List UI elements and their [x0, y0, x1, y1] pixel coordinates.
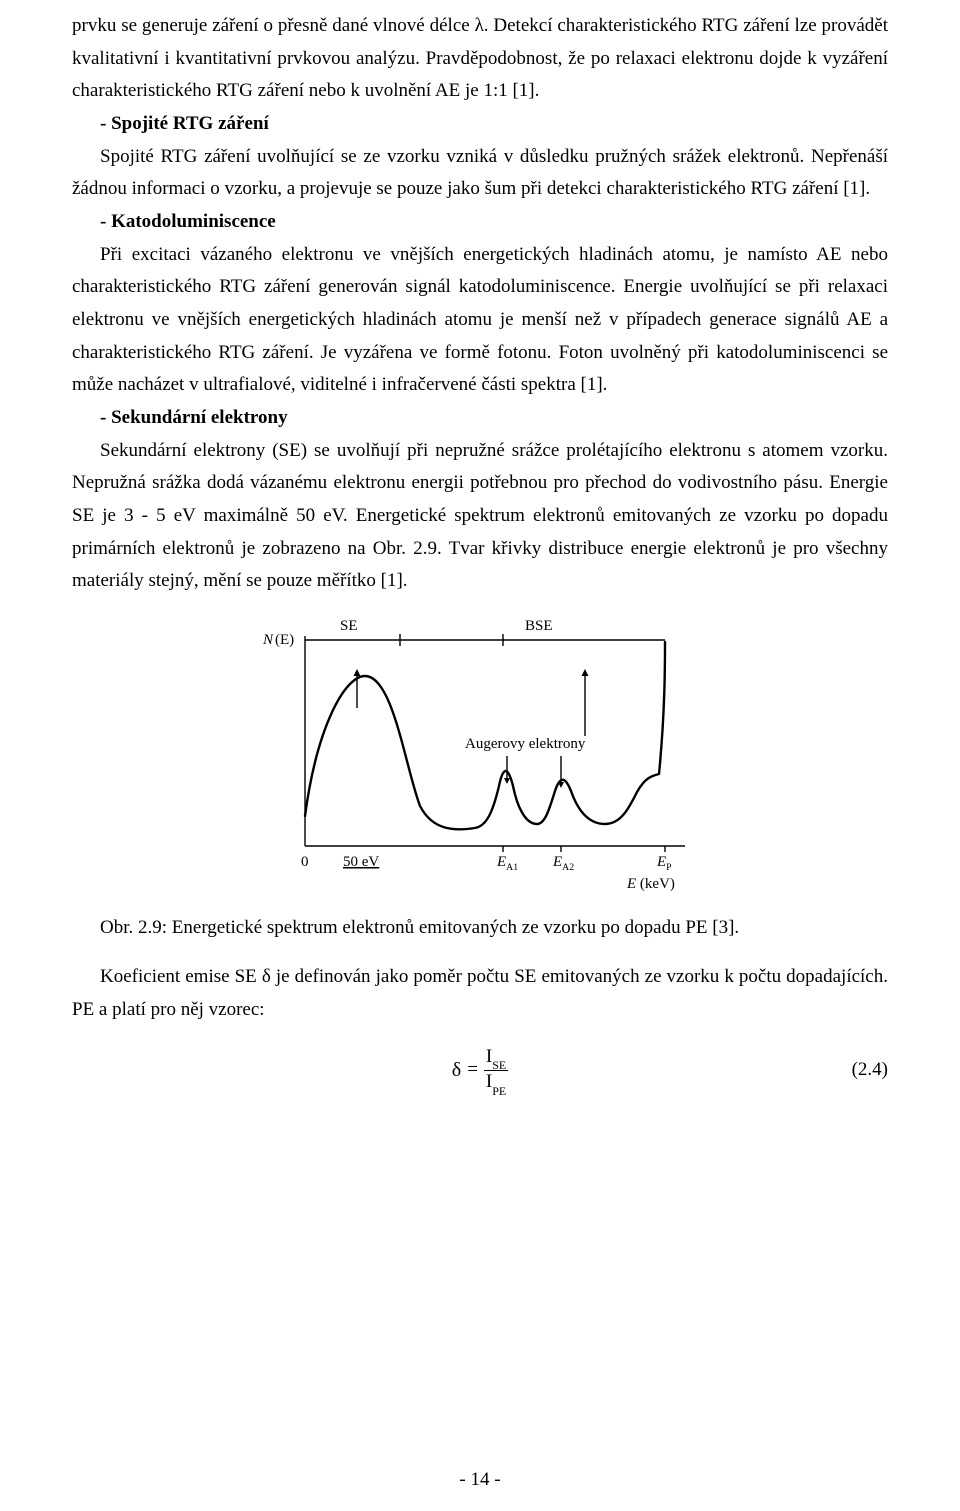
svg-text:BSE: BSE: [525, 618, 553, 634]
formula-fraction: ISE IPE: [484, 1047, 508, 1095]
equation-2-4: δ = ISE IPE: [452, 1047, 509, 1095]
document-page: prvku se generuje záření o přesně dané v…: [0, 0, 960, 1511]
svg-text:0: 0: [301, 854, 309, 870]
formula-lhs: δ: [452, 1059, 461, 1082]
den-sub: PE: [492, 1084, 506, 1098]
svg-text:N: N: [262, 632, 274, 648]
formula-denominator: IPE: [484, 1072, 508, 1094]
paragraph-4: Sekundární elektrony (SE) se uvolňují př…: [72, 435, 888, 598]
num-sub: SE: [492, 1058, 506, 1072]
svg-text:(E): (E): [275, 632, 294, 648]
svg-text:Augerovy elektrony: Augerovy elektrony: [465, 736, 586, 752]
heading-sekundarni-elektrony: - Sekundární elektrony: [72, 402, 888, 435]
formula-eq: =: [467, 1059, 478, 1081]
svg-text:50 eV: 50 eV: [343, 854, 379, 870]
svg-text:EA2: EA2: [552, 854, 574, 873]
paragraph-3: Při excitaci vázaného elektronu ve vnějš…: [72, 239, 888, 402]
figure-energy-spectrum: N (E) SE BSE Augerovy elektrony 0 50 eV EA1 EA2…: [72, 606, 888, 911]
equation-row: δ = ISE IPE (2.4): [72, 1040, 888, 1100]
svg-text:SE: SE: [340, 618, 358, 634]
svg-text:E (keV): E (keV): [626, 876, 675, 892]
svg-text:EP: EP: [656, 854, 672, 873]
formula-numerator: ISE: [484, 1047, 508, 1069]
heading-spojite-rtg: - Spojité RTG záření: [72, 108, 888, 141]
svg-text:EA1: EA1: [496, 854, 518, 873]
heading-katodoluminiscence: - Katodoluminiscence: [72, 206, 888, 239]
page-number: - 14 -: [0, 1469, 960, 1491]
figure-caption: Obr. 2.9: Energetické spektrum elektronů…: [72, 917, 888, 939]
paragraph-5: Koeficient emise SE δ je definován jako …: [72, 961, 888, 1026]
paragraph-2: Spojité RTG záření uvolňující se ze vzor…: [72, 141, 888, 206]
energy-spectrum-chart: N (E) SE BSE Augerovy elektrony 0 50 eV EA1 EA2…: [245, 606, 715, 906]
equation-number: (2.4): [852, 1059, 888, 1081]
paragraph-1: prvku se generuje záření o přesně dané v…: [72, 10, 888, 108]
